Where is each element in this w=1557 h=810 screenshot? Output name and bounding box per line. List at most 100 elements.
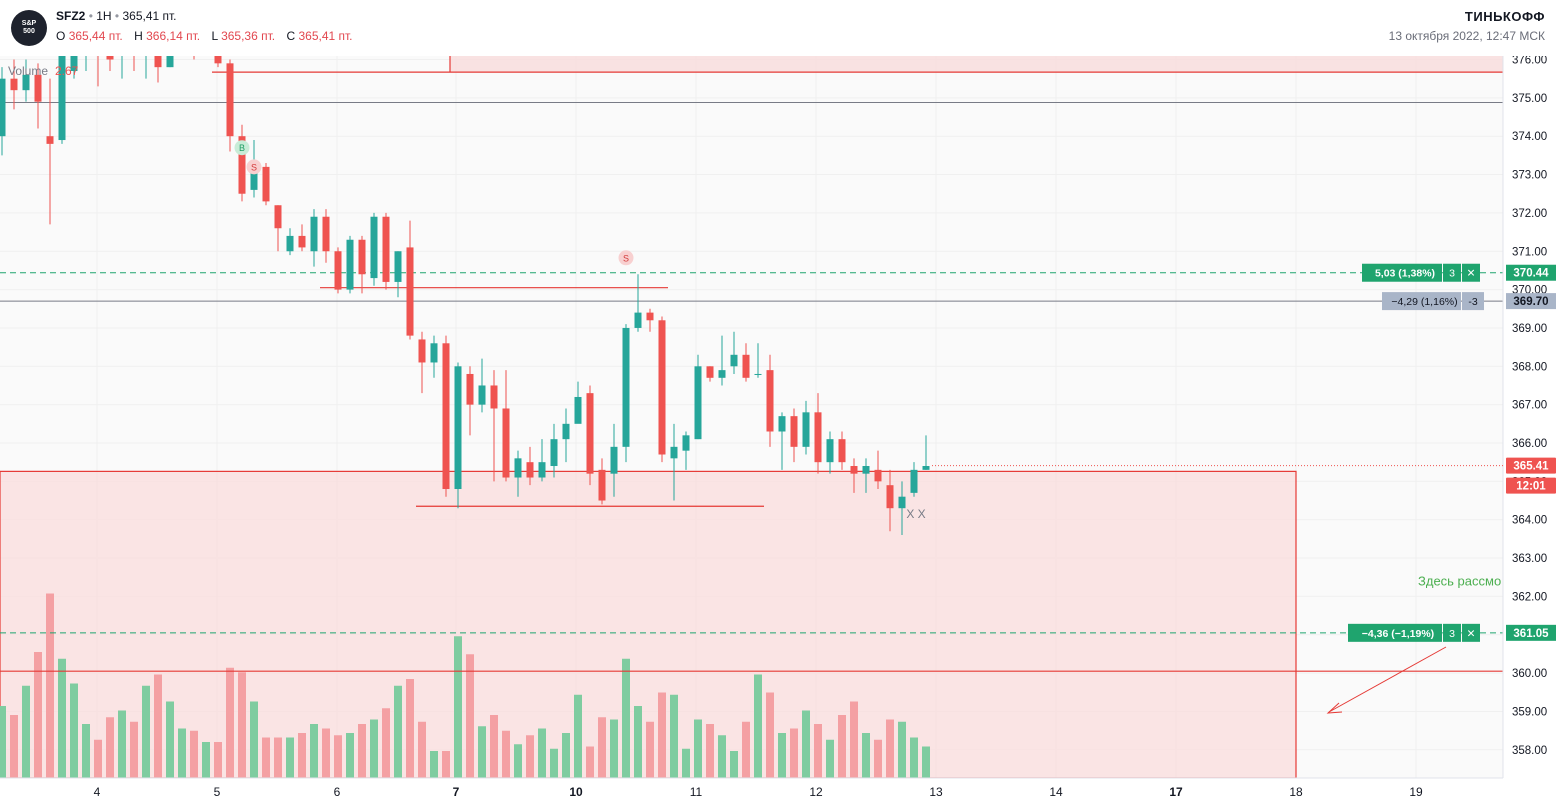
candle-body[interactable] — [34, 74, 42, 102]
time-tick-label: 11 — [690, 785, 703, 799]
candle-body[interactable] — [0, 78, 6, 137]
candle-body[interactable] — [298, 235, 306, 248]
candle-body[interactable] — [454, 366, 462, 490]
position-pnl-box[interactable] — [1362, 263, 1442, 282]
cross-marks: X X — [906, 507, 925, 521]
position-qty-box[interactable] — [1443, 263, 1461, 282]
candle-body[interactable] — [430, 343, 438, 363]
candle-body[interactable] — [322, 216, 330, 252]
candle-body[interactable] — [790, 416, 798, 447]
candle-body[interactable] — [406, 247, 414, 336]
candle-body[interactable] — [526, 462, 534, 478]
candle-body[interactable] — [550, 439, 558, 467]
candle-body[interactable] — [754, 373, 762, 375]
candle-body[interactable] — [898, 496, 906, 509]
candle-body[interactable] — [166, 51, 174, 68]
position-close-button[interactable] — [1462, 623, 1480, 642]
candle-body[interactable] — [826, 439, 834, 463]
volume-bar — [406, 679, 414, 778]
trade-marker-sell[interactable] — [246, 159, 262, 175]
position-close-button[interactable] — [1462, 263, 1480, 282]
candle-body[interactable] — [286, 235, 294, 252]
candle-body[interactable] — [886, 485, 894, 509]
candle-body[interactable] — [922, 466, 930, 470]
trade-marker-buy[interactable] — [234, 140, 250, 156]
candle-body[interactable] — [670, 446, 678, 459]
candle-body[interactable] — [706, 366, 714, 378]
candle-body[interactable] — [586, 393, 594, 474]
candle-body[interactable] — [562, 423, 570, 440]
open-value: 365,44 пт. — [68, 29, 123, 43]
candle-body[interactable] — [226, 63, 234, 137]
candle-body[interactable] — [22, 74, 30, 91]
symbol-name[interactable]: SFZ2 — [56, 9, 86, 23]
candle-body[interactable] — [466, 373, 474, 405]
volume-bar — [286, 737, 294, 778]
candle-body[interactable] — [646, 312, 654, 321]
candle-body[interactable] — [502, 408, 510, 478]
trade-marker-sell[interactable] — [618, 250, 634, 266]
candle-body[interactable] — [514, 458, 522, 478]
position-qty-text: 3 — [1449, 268, 1455, 280]
candle-body[interactable] — [418, 339, 426, 363]
candle-body[interactable] — [766, 370, 774, 432]
candle-body[interactable] — [778, 416, 786, 432]
candle-body[interactable] — [238, 136, 246, 194]
candle-body[interactable] — [370, 216, 378, 279]
position-pnl-box[interactable] — [1348, 623, 1442, 642]
candle-body[interactable] — [814, 412, 822, 463]
volume-bar — [298, 733, 306, 778]
candle-body[interactable] — [874, 469, 882, 482]
candle-body[interactable] — [658, 320, 666, 455]
candle-body[interactable] — [694, 366, 702, 440]
candle-body[interactable] — [262, 166, 270, 202]
header-datetime: 13 октября 2022, 12:47 МСК — [1388, 29, 1545, 43]
candle-body[interactable] — [910, 469, 918, 493]
candle-body[interactable] — [70, 51, 78, 72]
candle-body[interactable] — [610, 446, 618, 474]
candle-body[interactable] — [598, 469, 606, 501]
candle-body[interactable] — [538, 462, 546, 478]
candle-body[interactable] — [730, 354, 738, 367]
candle-body[interactable] — [358, 239, 366, 275]
candle-body[interactable] — [574, 396, 582, 424]
candle-body[interactable] — [382, 216, 390, 282]
candle-body[interactable] — [58, 55, 66, 141]
candle-body[interactable] — [742, 354, 750, 378]
candle-body[interactable] — [838, 439, 846, 463]
price-tick-label: 369.00 — [1512, 323, 1547, 335]
close-icon[interactable]: ✕ — [1467, 268, 1476, 280]
candle-body[interactable] — [346, 239, 354, 290]
candle-body[interactable] — [46, 136, 54, 144]
candle-body[interactable] — [310, 216, 318, 252]
candle-body[interactable] — [634, 312, 642, 328]
candle-body[interactable] — [718, 370, 726, 378]
open-label: O — [56, 29, 66, 43]
candle-body[interactable] — [490, 385, 498, 409]
candle-body[interactable] — [862, 466, 870, 474]
volume-bar — [502, 730, 510, 778]
candle-body[interactable] — [274, 205, 282, 229]
candle-body[interactable] — [850, 466, 858, 474]
trade-marker-label: B — [239, 143, 245, 153]
position-qty-box[interactable] — [1462, 292, 1484, 311]
position-qty-box[interactable] — [1443, 623, 1461, 642]
volume-bar — [202, 742, 210, 778]
candle-body[interactable] — [442, 343, 450, 490]
candle-body[interactable] — [154, 51, 162, 68]
volume-bar — [622, 658, 630, 778]
interval-label[interactable]: 1H — [96, 9, 112, 23]
candle-body[interactable] — [478, 385, 486, 405]
volume-bar — [166, 701, 174, 778]
candle-body[interactable] — [682, 435, 690, 451]
position-pnl-box[interactable] — [1382, 292, 1461, 311]
volume-bar — [154, 674, 162, 778]
candle-body[interactable] — [802, 412, 810, 447]
candle-body[interactable] — [10, 78, 18, 91]
close-icon[interactable]: ✕ — [1467, 628, 1476, 640]
candle-body[interactable] — [250, 166, 258, 190]
candle-body[interactable] — [622, 327, 630, 447]
candle-body[interactable] — [394, 251, 402, 282]
candle-body[interactable] — [334, 251, 342, 290]
